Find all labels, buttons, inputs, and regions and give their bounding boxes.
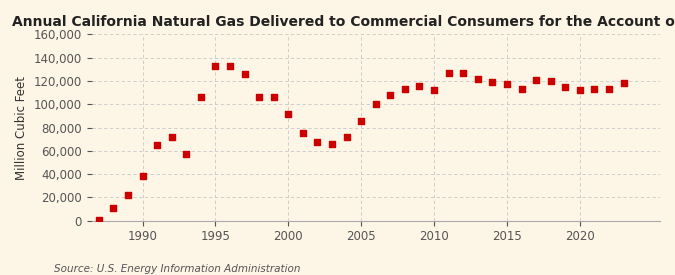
Point [545, 79, 556, 83]
Point [371, 102, 381, 106]
Point [414, 83, 425, 88]
Point [516, 87, 527, 91]
Point [429, 88, 439, 92]
Point [574, 88, 585, 92]
Point [531, 78, 541, 82]
Point [269, 95, 279, 100]
Point [618, 81, 629, 86]
Point [93, 218, 104, 222]
Point [341, 135, 352, 139]
Point [283, 111, 294, 116]
Point [356, 118, 367, 123]
Point [166, 135, 177, 139]
Point [210, 64, 221, 68]
Point [181, 152, 192, 156]
Point [472, 76, 483, 81]
Point [152, 143, 163, 147]
Point [312, 139, 323, 144]
Point [443, 71, 454, 75]
Point [108, 206, 119, 210]
Point [603, 87, 614, 91]
Point [137, 174, 148, 179]
Title: Annual California Natural Gas Delivered to Commercial Consumers for the Account : Annual California Natural Gas Delivered … [12, 15, 675, 29]
Point [298, 131, 308, 136]
Point [400, 87, 410, 91]
Y-axis label: Million Cubic Feet: Million Cubic Feet [15, 76, 28, 180]
Point [254, 95, 265, 100]
Point [225, 64, 236, 68]
Point [196, 95, 207, 100]
Point [487, 80, 497, 84]
Point [560, 85, 570, 89]
Point [239, 72, 250, 76]
Point [327, 142, 338, 146]
Point [458, 71, 468, 75]
Point [502, 82, 512, 87]
Point [589, 87, 600, 91]
Point [123, 193, 134, 197]
Text: Source: U.S. Energy Information Administration: Source: U.S. Energy Information Administ… [54, 264, 300, 274]
Point [385, 93, 396, 97]
